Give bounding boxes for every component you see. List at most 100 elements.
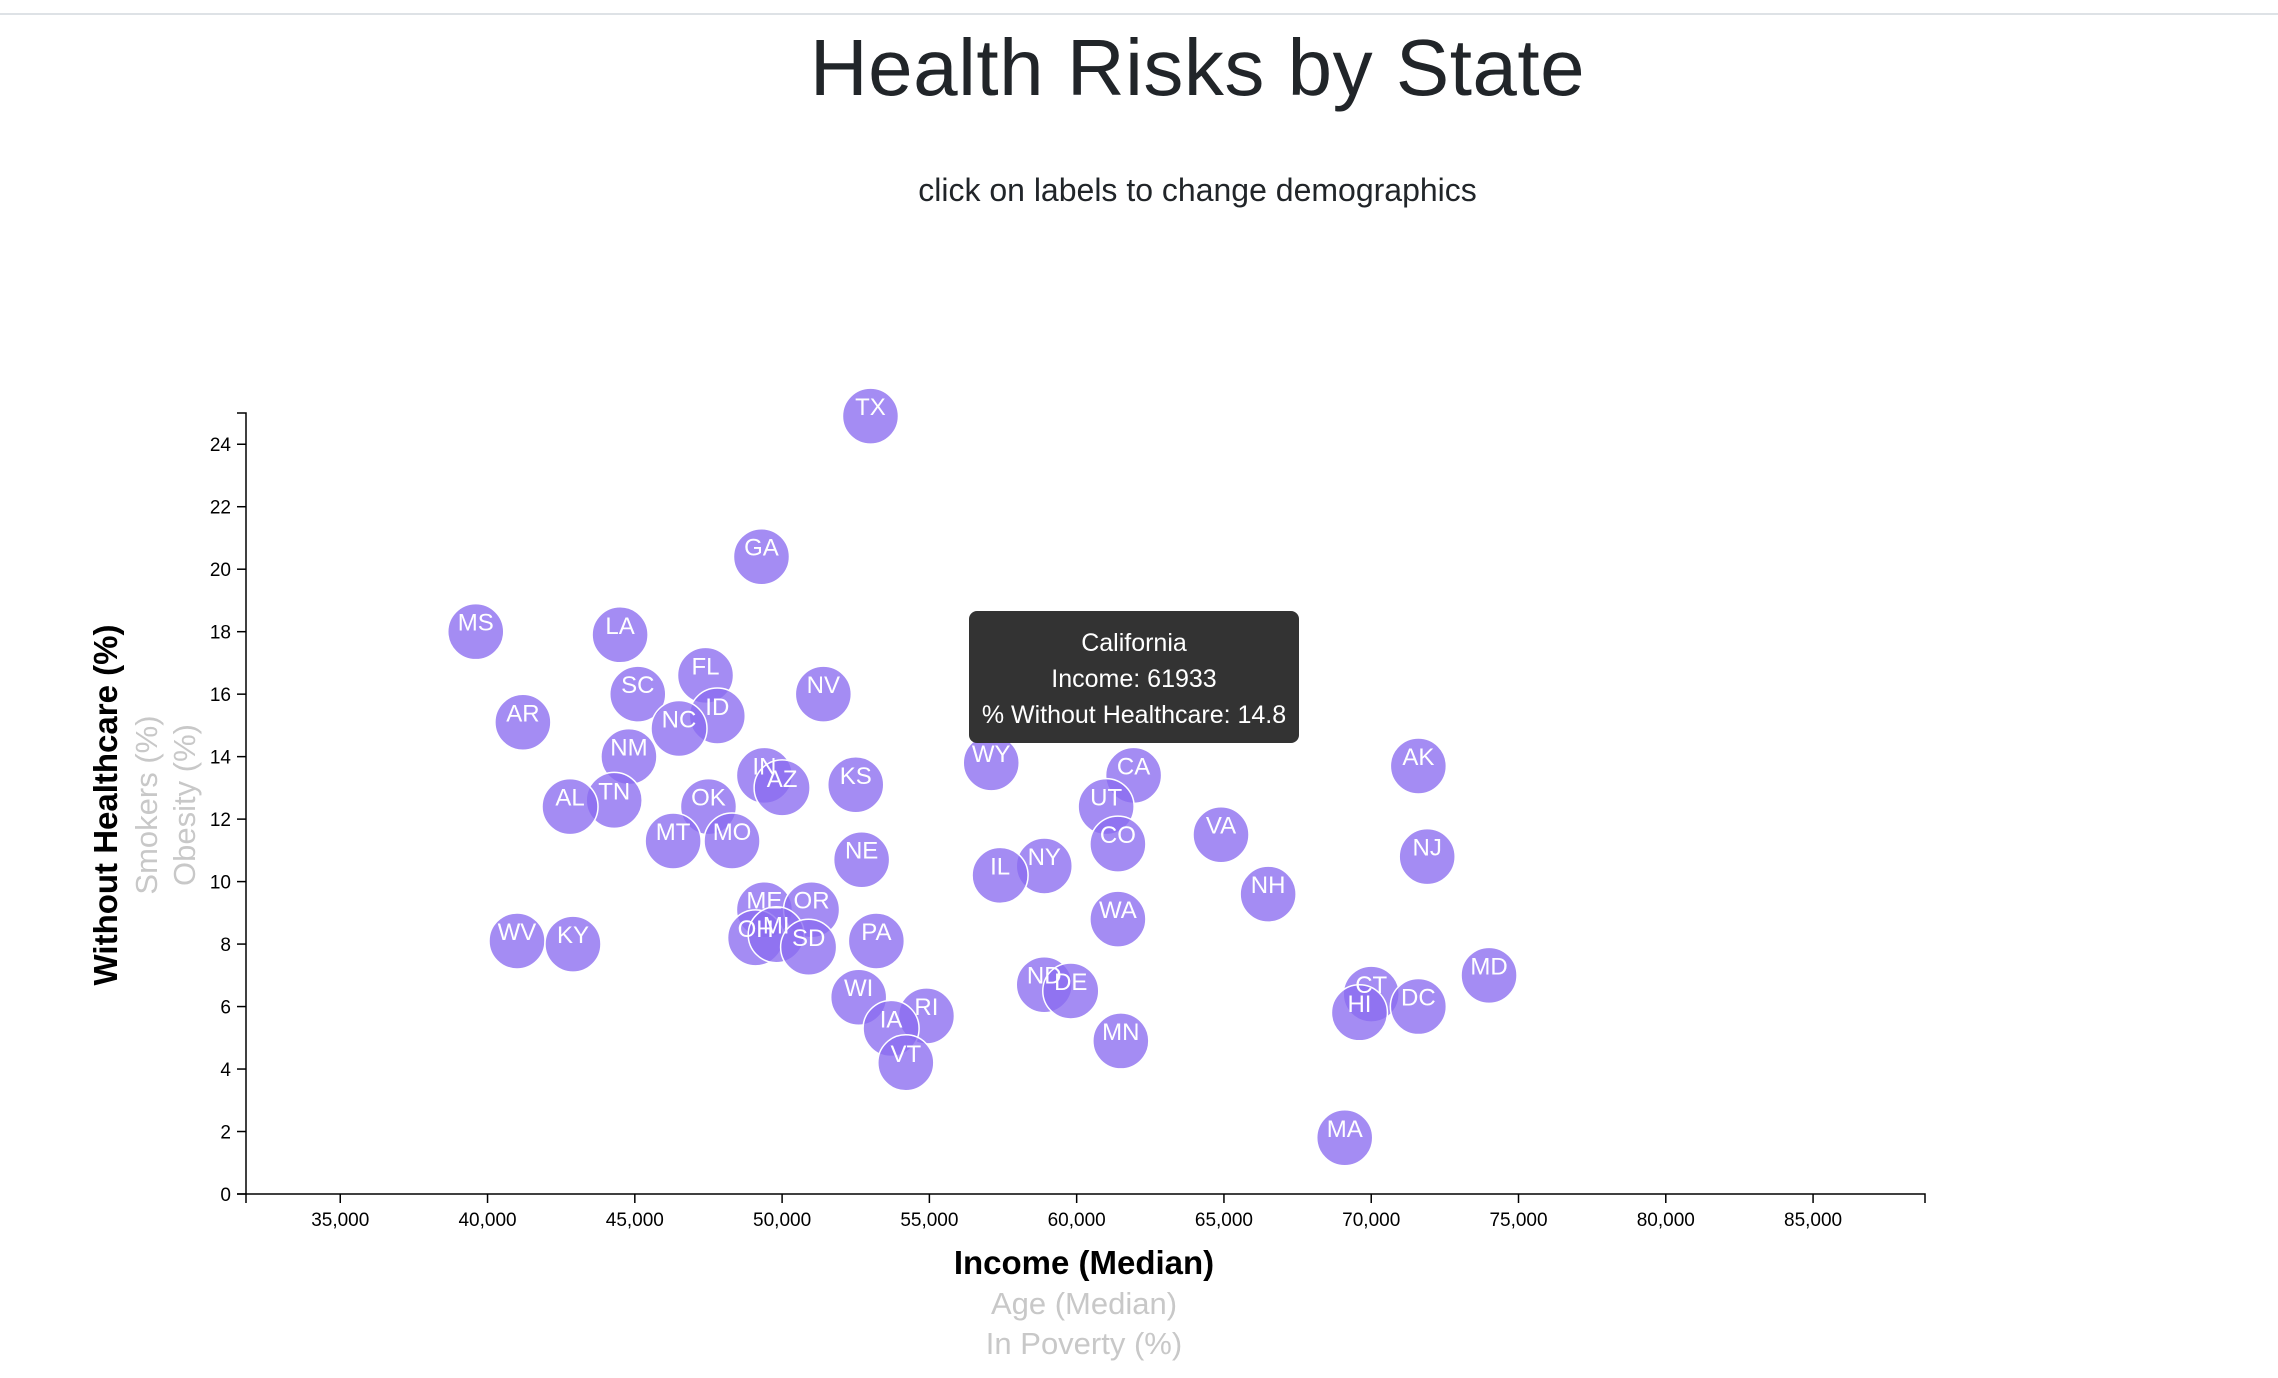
state-circle-nv[interactable]	[794, 665, 853, 723]
state-label-sc: SC	[621, 672, 654, 699]
state-label-az: AZ	[767, 766, 798, 793]
state-label-ut: UT	[1090, 785, 1122, 812]
x-tick-label: 70,000	[1342, 1210, 1400, 1231]
y-tick-label: 10	[210, 873, 231, 894]
state-label-ga: GA	[744, 535, 779, 562]
state-label-id: ID	[705, 694, 729, 721]
state-label-nc: NC	[662, 707, 697, 734]
state-label-vt: VT	[890, 1041, 921, 1068]
state-circle-ky[interactable]	[544, 915, 602, 973]
x-tick-label: 45,000	[606, 1210, 664, 1231]
state-label-ca: CA	[1117, 753, 1150, 780]
state-circle-mt[interactable]	[644, 812, 702, 870]
state-label-la: LA	[605, 613, 634, 640]
y-tick-label: 20	[210, 560, 231, 581]
state-circle-nc[interactable]	[650, 699, 708, 758]
state-label-ma: MA	[1327, 1116, 1363, 1143]
state-circle-ks[interactable]	[826, 756, 885, 814]
state-circle-co[interactable]	[1089, 815, 1147, 873]
state-label-wa: WA	[1099, 897, 1137, 924]
y-tick-label: 22	[210, 498, 231, 519]
state-label-nv: NV	[807, 672, 840, 699]
state-circle-sc[interactable]	[609, 665, 667, 723]
state-circle-md[interactable]	[1460, 946, 1518, 1005]
state-circle-al[interactable]	[541, 777, 599, 836]
state-circle-mn[interactable]	[1092, 1012, 1150, 1070]
state-circle-ga[interactable]	[732, 527, 791, 586]
page-subtitle: click on labels to change demographics	[918, 172, 1477, 208]
x-label-poverty[interactable]: In Poverty (%)	[986, 1326, 1182, 1361]
state-circle-az[interactable]	[753, 759, 811, 817]
state-label-wv: WV	[498, 919, 537, 946]
y-label-healthcare[interactable]: Without Healthcare (%)	[87, 625, 124, 986]
state-circle-ne[interactable]	[832, 830, 891, 889]
state-label-dc: DC	[1401, 985, 1436, 1012]
y-tick-label: 16	[210, 685, 231, 706]
state-label-mo: MO	[713, 819, 752, 846]
state-circle-mo[interactable]	[703, 812, 761, 870]
y-tick-label: 18	[210, 623, 231, 644]
state-circle-ma[interactable]	[1315, 1109, 1374, 1167]
y-tick-label: 0	[220, 1185, 231, 1206]
x-tick-label: 75,000	[1489, 1210, 1547, 1231]
y-axis-line	[237, 412, 247, 1195]
x-tick-label: 50,000	[753, 1210, 811, 1231]
state-label-wi: WI	[844, 975, 873, 1002]
state-label-pa: PA	[861, 919, 891, 946]
state-circle-vt[interactable]	[877, 1034, 935, 1092]
state-label-co: CO	[1100, 822, 1136, 849]
state-circle-sd[interactable]	[779, 918, 838, 976]
state-circle-va[interactable]	[1192, 805, 1250, 864]
state-label-de: DE	[1054, 969, 1087, 996]
x-axis-line	[245, 1193, 1926, 1203]
state-circle-il[interactable]	[971, 846, 1029, 905]
state-label-ms: MS	[458, 610, 494, 637]
state-label-il: IL	[990, 853, 1010, 880]
x-tick-label: 65,000	[1195, 1210, 1253, 1231]
tooltip-healthcare: % Without Healthcare: 14.8	[981, 701, 1287, 729]
state-circle-de[interactable]	[1042, 962, 1100, 1020]
state-circle-ak[interactable]	[1389, 737, 1448, 795]
state-circle-ar[interactable]	[494, 693, 552, 752]
x-tick-label: 35,000	[311, 1210, 369, 1231]
state-label-hi: HI	[1347, 991, 1371, 1018]
y-label-obesity[interactable]: Obesity (%)	[167, 724, 202, 886]
state-circle-tx[interactable]	[841, 387, 900, 445]
state-label-tx: TX	[855, 394, 886, 421]
y-tick-label: 6	[220, 998, 231, 1019]
y-label-smokers[interactable]: Smokers (%)	[129, 715, 164, 894]
state-label-ct: CT	[1355, 972, 1387, 999]
state-label-mn: MN	[1102, 1019, 1139, 1046]
x-label-income[interactable]: Income (Median)	[954, 1244, 1214, 1281]
y-tick-label: 12	[210, 810, 231, 831]
page-title: Health Risks by State	[809, 23, 1586, 112]
state-circle-wa[interactable]	[1089, 890, 1147, 948]
state-circle-dc[interactable]	[1389, 977, 1448, 1036]
state-label-ne: NE	[845, 838, 878, 865]
state-label-md: MD	[1470, 953, 1507, 980]
tooltip-income: Income: 61933	[1051, 665, 1217, 693]
y-tick-label: 8	[220, 935, 231, 956]
state-label-nd: ND	[1027, 963, 1062, 990]
state-circle-nj[interactable]	[1398, 827, 1456, 886]
y-tick-label: 2	[220, 1123, 231, 1144]
x-label-age[interactable]: Age (Median)	[991, 1286, 1177, 1321]
state-label-ky: KY	[557, 922, 589, 949]
x-tick-label: 80,000	[1637, 1210, 1695, 1231]
state-circle-nh[interactable]	[1239, 865, 1297, 923]
state-label-nj: NJ	[1413, 835, 1442, 862]
state-label-ak: AK	[1402, 744, 1434, 771]
state-label-tn: TN	[598, 778, 630, 805]
state-circle-pa[interactable]	[847, 912, 906, 970]
x-axis-labels: Income (Median) Age (Median) In Poverty …	[954, 1244, 1214, 1361]
y-tick-label: 24	[210, 435, 232, 456]
state-tooltip: California Income: 61933 % Without Healt…	[969, 611, 1299, 743]
state-circle-la[interactable]	[591, 606, 649, 664]
state-label-fl: FL	[692, 653, 720, 680]
state-circle-ms[interactable]	[447, 602, 505, 661]
state-circle-hi[interactable]	[1330, 984, 1389, 1042]
y-tick-label: 4	[220, 1060, 231, 1081]
top-divider	[0, 13, 2278, 15]
